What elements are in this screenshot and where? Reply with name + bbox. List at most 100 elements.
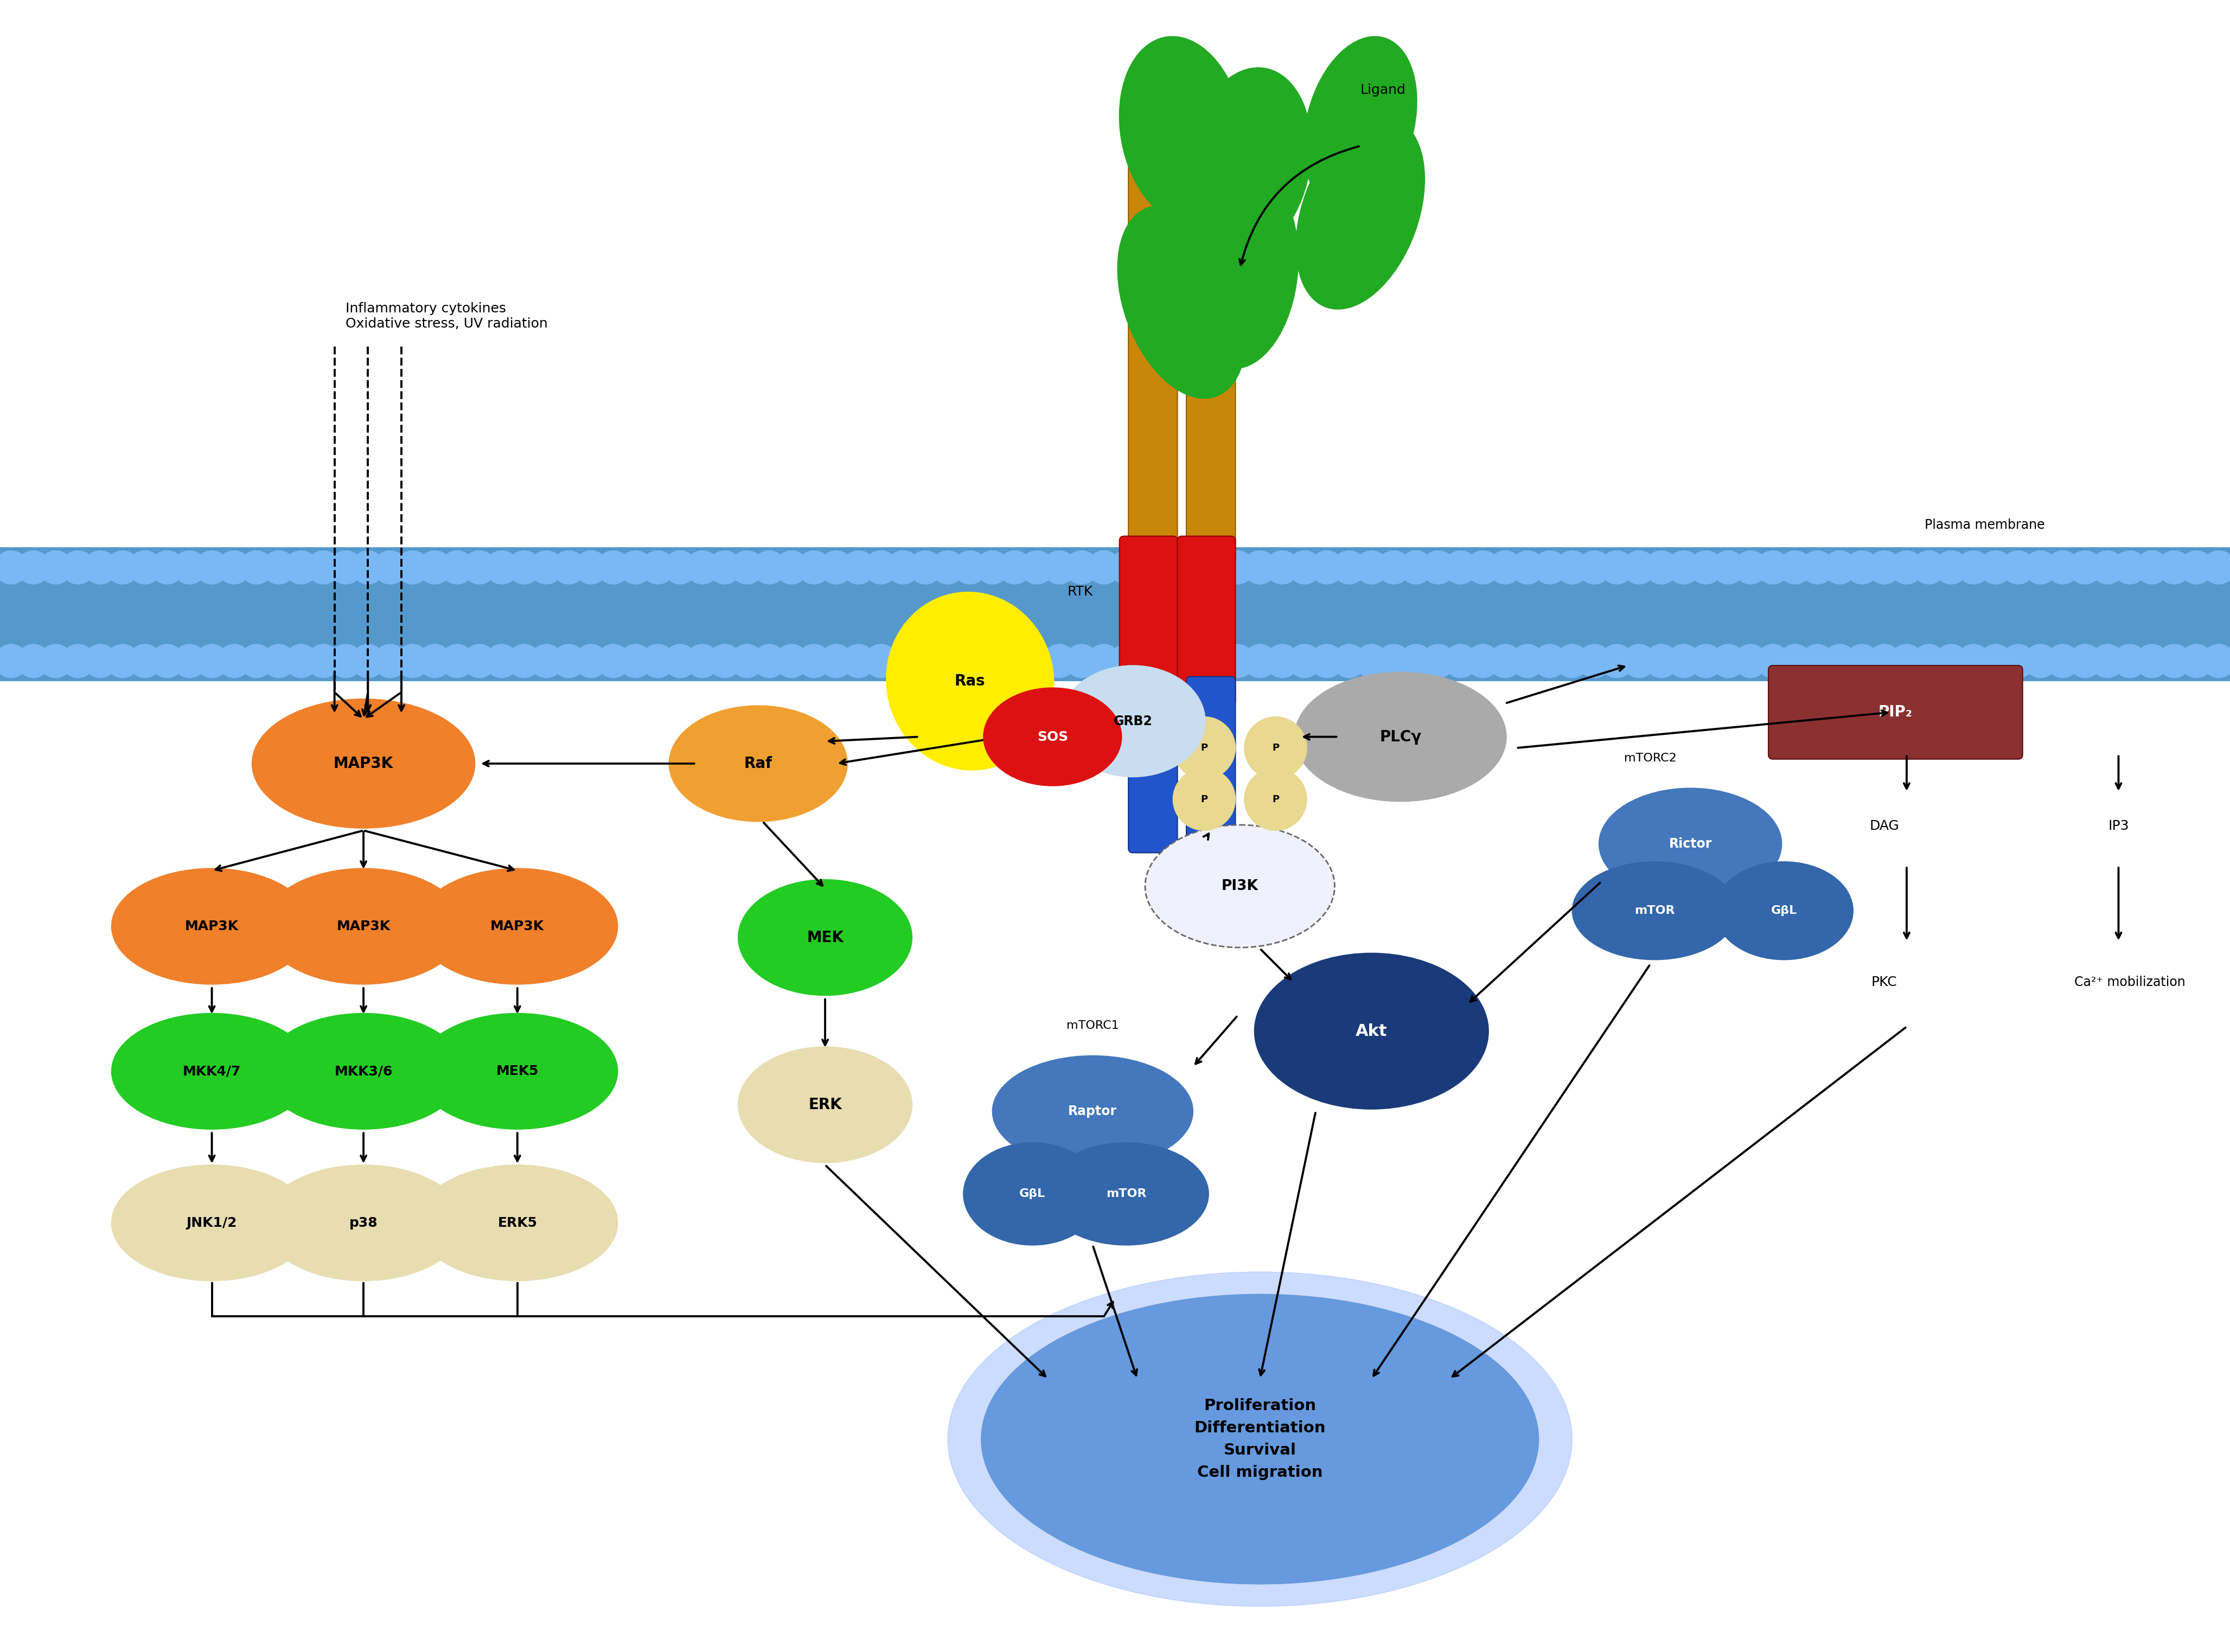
Circle shape [83, 550, 116, 585]
Circle shape [752, 550, 785, 585]
Circle shape [263, 550, 294, 585]
Circle shape [1867, 550, 1900, 585]
Text: Rictor: Rictor [1668, 838, 1713, 851]
Circle shape [997, 550, 1030, 585]
Circle shape [38, 644, 71, 677]
Circle shape [1644, 644, 1677, 677]
Ellipse shape [1599, 788, 1782, 900]
Circle shape [1131, 550, 1164, 585]
Circle shape [1824, 550, 1855, 585]
Ellipse shape [1044, 1143, 1209, 1246]
Circle shape [885, 644, 919, 677]
Circle shape [2092, 644, 2123, 677]
Ellipse shape [252, 699, 475, 828]
Circle shape [1222, 644, 1253, 677]
Circle shape [2159, 550, 2190, 585]
Circle shape [1644, 550, 1677, 585]
Circle shape [932, 644, 963, 677]
Circle shape [2134, 550, 2168, 585]
Ellipse shape [738, 879, 912, 996]
Circle shape [2179, 550, 2212, 585]
Ellipse shape [738, 1047, 912, 1163]
Text: MKK3/6: MKK3/6 [334, 1066, 392, 1077]
Circle shape [1757, 644, 1788, 677]
Circle shape [954, 644, 986, 677]
Circle shape [372, 644, 406, 677]
Circle shape [707, 644, 740, 677]
Text: PKC: PKC [1871, 976, 1898, 988]
Circle shape [1066, 550, 1097, 585]
Circle shape [821, 644, 852, 677]
Circle shape [352, 644, 384, 677]
Text: Proliferation
Differentiation
Survival
Cell migration: Proliferation Differentiation Survival C… [1195, 1398, 1325, 1480]
Circle shape [2112, 644, 2145, 677]
Circle shape [1958, 550, 1989, 585]
Circle shape [1267, 644, 1298, 677]
Circle shape [1534, 644, 1568, 677]
Circle shape [1155, 644, 1186, 677]
Circle shape [620, 644, 651, 677]
Ellipse shape [112, 1013, 312, 1130]
Circle shape [1267, 550, 1298, 585]
Circle shape [821, 550, 852, 585]
Ellipse shape [1293, 672, 1505, 801]
FancyBboxPatch shape [1177, 537, 1235, 705]
Ellipse shape [112, 1165, 312, 1280]
Ellipse shape [1186, 68, 1311, 256]
Circle shape [642, 644, 673, 677]
Circle shape [863, 644, 896, 677]
Circle shape [2201, 550, 2230, 585]
Circle shape [306, 550, 339, 585]
Circle shape [2179, 644, 2212, 677]
Circle shape [419, 550, 450, 585]
Ellipse shape [1253, 953, 1490, 1108]
Circle shape [285, 550, 317, 585]
Circle shape [910, 644, 941, 677]
Circle shape [843, 550, 874, 585]
Circle shape [2069, 644, 2101, 677]
Circle shape [219, 550, 250, 585]
Circle shape [1800, 644, 1833, 677]
Circle shape [1911, 550, 1945, 585]
Circle shape [1490, 550, 1521, 585]
Circle shape [174, 550, 205, 585]
Ellipse shape [983, 687, 1122, 786]
Text: PI3K: PI3K [1222, 879, 1258, 894]
Circle shape [1601, 550, 1632, 585]
Text: GβL: GβL [1771, 905, 1797, 917]
Circle shape [1066, 644, 1097, 677]
Circle shape [83, 644, 116, 677]
Circle shape [1400, 644, 1432, 677]
Circle shape [395, 644, 428, 677]
Circle shape [1173, 768, 1235, 831]
Text: Ras: Ras [954, 674, 986, 689]
Circle shape [1331, 550, 1365, 585]
Circle shape [2092, 550, 2123, 585]
Text: p38: p38 [350, 1216, 377, 1229]
Circle shape [977, 644, 1008, 677]
Circle shape [1623, 644, 1655, 677]
Circle shape [239, 550, 272, 585]
Ellipse shape [1715, 862, 1853, 960]
Text: Ligand: Ligand [1360, 84, 1405, 97]
Circle shape [1173, 717, 1235, 780]
Circle shape [2112, 550, 2145, 585]
Circle shape [1601, 644, 1632, 677]
Text: mTORC2: mTORC2 [1623, 753, 1677, 763]
Circle shape [1177, 550, 1209, 585]
Text: Akt: Akt [1356, 1023, 1387, 1039]
Ellipse shape [1146, 824, 1334, 948]
Text: Raptor: Raptor [1068, 1105, 1117, 1118]
Circle shape [1244, 717, 1307, 780]
Circle shape [531, 644, 562, 677]
Ellipse shape [417, 1165, 618, 1280]
Circle shape [1378, 550, 1409, 585]
Circle shape [1423, 550, 1454, 585]
Text: PIP₂: PIP₂ [1878, 705, 1913, 720]
Circle shape [752, 644, 785, 677]
Ellipse shape [417, 1013, 618, 1130]
Text: mTORC1: mTORC1 [1066, 1021, 1119, 1031]
Ellipse shape [263, 869, 464, 985]
Circle shape [442, 550, 473, 585]
Circle shape [620, 550, 651, 585]
